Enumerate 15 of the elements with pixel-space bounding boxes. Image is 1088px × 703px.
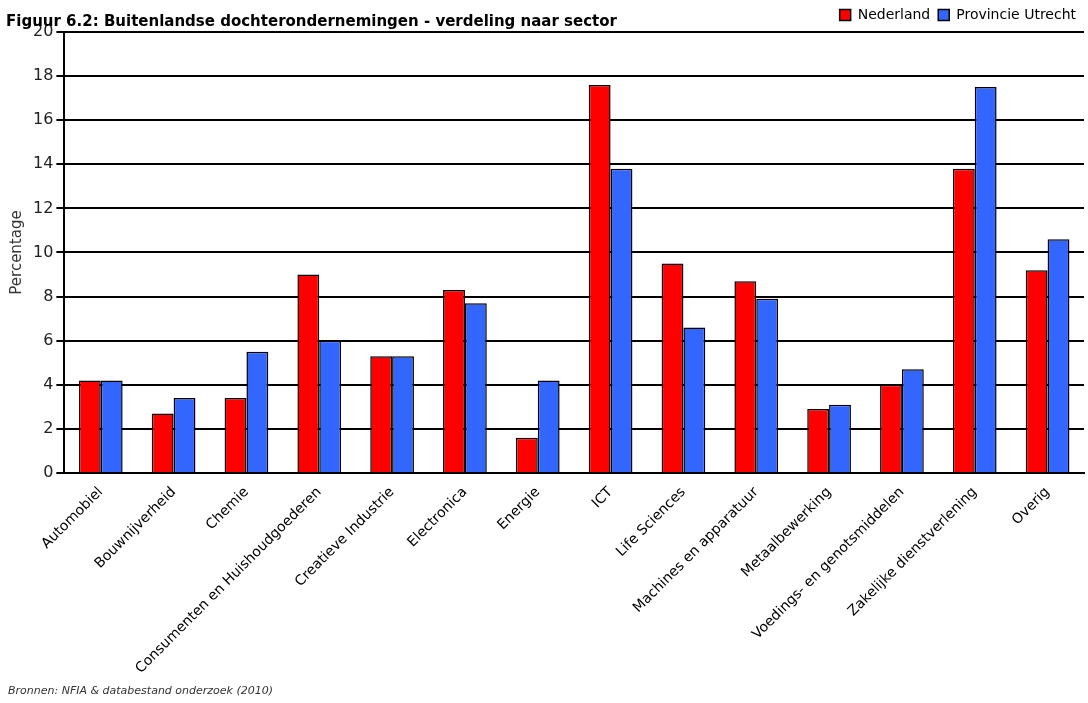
- y-tick-label: 18: [33, 65, 54, 85]
- y-tick-label: 6: [43, 329, 54, 349]
- y-tick-label: 2: [43, 418, 54, 438]
- y-tick-label: 0: [43, 462, 54, 482]
- legend-label: Provincie Utrecht: [956, 5, 1077, 22]
- legend-label: Nederland: [857, 5, 931, 22]
- y-tick-label: 4: [43, 373, 54, 393]
- y-tick-label: 14: [33, 153, 54, 173]
- text: Bronnen: NFIA & databestand onderzoek (2010): [8, 684, 274, 697]
- y-axis-title: Percentage: [6, 210, 25, 295]
- y-tick-label: 10: [33, 241, 54, 261]
- y-tick-label: 8: [43, 285, 54, 305]
- y-tick-label: 12: [33, 197, 54, 217]
- x-tick-label: ICT: [588, 483, 616, 511]
- y-tick-label: 16: [33, 109, 54, 129]
